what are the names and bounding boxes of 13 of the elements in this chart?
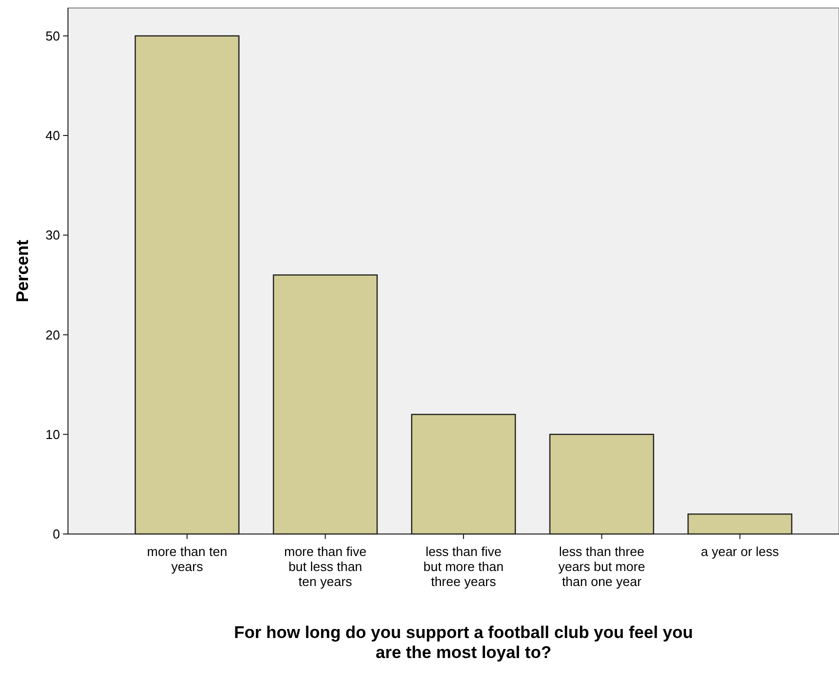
x-tick-label: a year or less [700, 544, 780, 559]
y-tick-label: 0 [52, 526, 60, 542]
x-tick-label: more than ten years [146, 544, 228, 574]
y-tick-label: 40 [46, 128, 60, 144]
y-tick-label: 20 [46, 327, 60, 342]
y-axis-title: Percent [13, 239, 32, 302]
y-tick-label: 50 [46, 28, 60, 44]
y-tick-label: 10 [46, 426, 60, 442]
x-tick-label: more than five but less than ten years [284, 544, 366, 589]
x-tick-label: less than five but more than three years [423, 544, 504, 589]
y-tick-label: 30 [46, 228, 60, 243]
x-tick-label: less than three years but more than one year [558, 544, 646, 589]
x-axis-title: For how long do you support a football club you feel you are the most loyal to? [234, 623, 693, 662]
